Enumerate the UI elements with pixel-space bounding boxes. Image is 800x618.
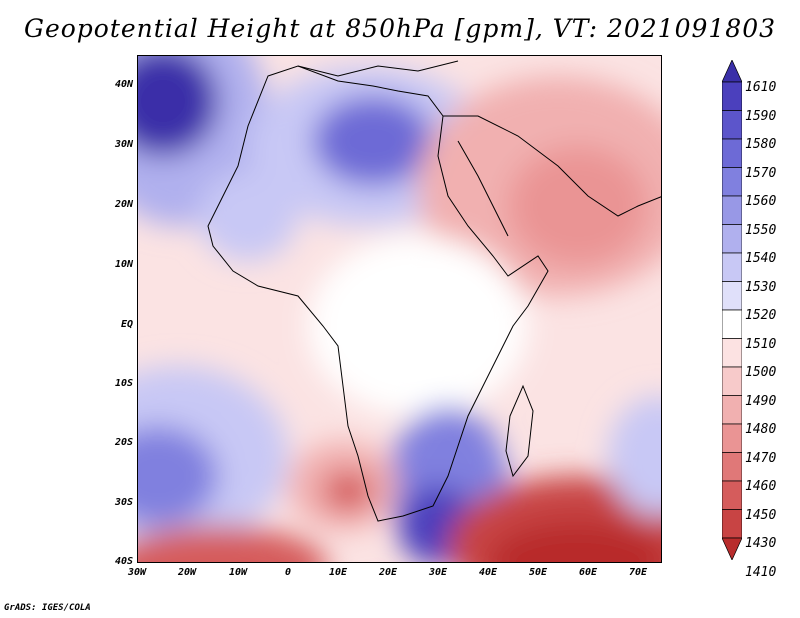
colorbar-label: 1490 xyxy=(745,393,777,409)
colorbar-segment xyxy=(722,509,742,539)
red-sea xyxy=(457,140,509,237)
grads-footer: GrADS: IGES/COLA xyxy=(4,603,91,613)
lon-label-20w: 20W xyxy=(177,567,197,578)
lon-label-20e: 20E xyxy=(378,567,398,578)
lon-label-10w: 10W xyxy=(228,567,248,578)
colorbar-segment xyxy=(722,338,742,368)
colorbar-label: 1470 xyxy=(745,450,777,466)
lat-label-20n: 20N xyxy=(114,199,133,210)
colorbar-label: 1610 xyxy=(745,80,777,95)
colorbar-label: 1510 xyxy=(745,336,777,352)
geopotential-field xyxy=(138,56,661,562)
colorbar-label: 1540 xyxy=(745,251,777,266)
lat-label-30s: 30S xyxy=(114,497,133,508)
colorbar-segment xyxy=(722,138,742,168)
lon-label-30w: 30W xyxy=(127,567,147,578)
colorbar-label: 1410 xyxy=(745,564,777,580)
lon-label-30e: 30E xyxy=(428,567,448,578)
colorbar xyxy=(722,60,742,560)
lat-label-10n: 10N xyxy=(114,259,133,270)
colorbar-label: 1580 xyxy=(745,137,777,152)
asia-coast xyxy=(443,115,661,217)
colorbar-label: 1430 xyxy=(745,536,777,551)
colorbar-segment xyxy=(722,167,742,197)
colorbar-label: 1570 xyxy=(745,165,777,181)
colorbar-segment xyxy=(722,195,742,225)
colorbar-segment xyxy=(722,452,742,482)
colorbar-label: 1480 xyxy=(745,422,777,437)
lat-label-20s: 20S xyxy=(114,437,133,448)
colorbar-label: 1530 xyxy=(745,279,777,295)
lat-label-eq: EQ xyxy=(120,319,133,330)
colorbar-label: 1520 xyxy=(745,308,777,323)
lat-label-10s: 10S xyxy=(114,378,133,389)
colorbar-segment xyxy=(722,281,742,311)
africa-coast xyxy=(207,65,549,522)
colorbar-label: 1460 xyxy=(745,479,777,494)
colorbar-segment xyxy=(722,423,742,453)
lon-label-60e: 60E xyxy=(578,567,598,578)
lon-label-40e: 40E xyxy=(478,567,498,578)
colorbar-bottom-arrow xyxy=(722,537,742,560)
colorbar-label: 1560 xyxy=(745,194,777,209)
map-panel xyxy=(137,55,662,563)
lon-label-70e: 70E xyxy=(628,567,648,578)
colorbar-segment xyxy=(722,366,742,396)
colorbar-label: 1590 xyxy=(745,108,777,124)
field-blobs xyxy=(138,56,661,562)
mediterranean-coast xyxy=(297,60,459,77)
colorbar-segment xyxy=(722,395,742,425)
colorbar-segment xyxy=(722,81,742,111)
colorbar-segment xyxy=(722,110,742,140)
lat-label-40s: 40S xyxy=(114,556,133,567)
colorbar-label: 1450 xyxy=(745,507,777,523)
colorbar-segment xyxy=(722,480,742,510)
colorbar-segment xyxy=(722,309,742,339)
colorbar-label: 1550 xyxy=(745,222,777,238)
lon-label-10e: 10E xyxy=(328,567,348,578)
lat-label-30n: 30N xyxy=(114,139,133,150)
colorbar-segment xyxy=(722,224,742,254)
lon-label-0: 0 xyxy=(284,567,292,578)
colorbar-top-arrow xyxy=(722,60,742,83)
lon-label-50e: 50E xyxy=(528,567,548,578)
lat-label-40n: 40N xyxy=(114,79,133,90)
map-title: Geopotential Height at 850hPa [gpm], VT:… xyxy=(23,14,777,43)
colorbar-label: 1500 xyxy=(745,365,777,380)
colorbar-segment xyxy=(722,252,742,282)
coastlines xyxy=(207,60,661,522)
madagascar-coast xyxy=(505,384,534,478)
